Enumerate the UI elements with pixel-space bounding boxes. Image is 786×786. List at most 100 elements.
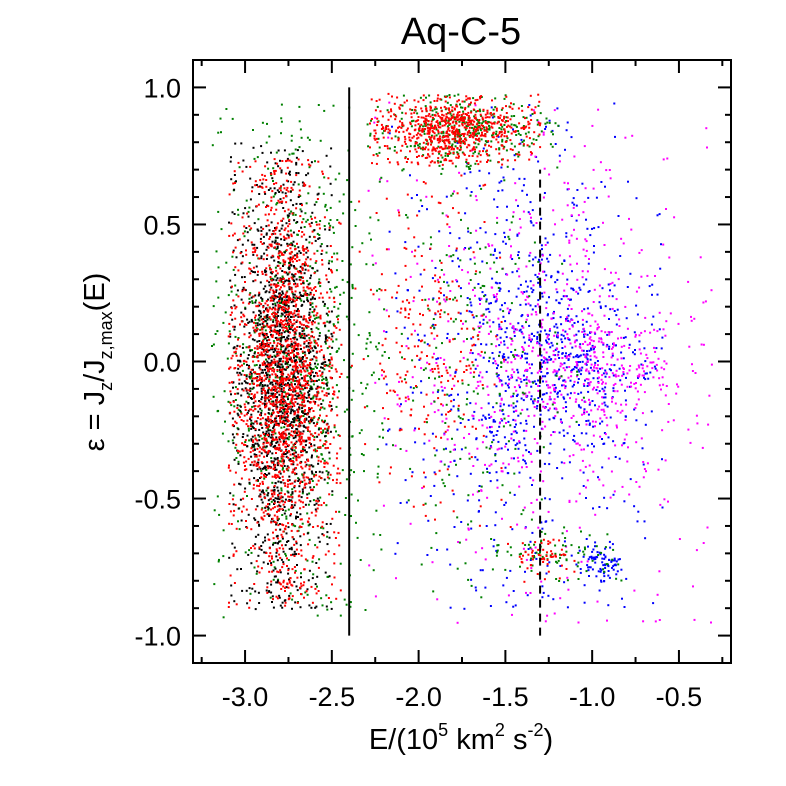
scatter-point — [507, 375, 510, 378]
scatter-point — [691, 363, 693, 366]
scatter-point — [433, 384, 436, 387]
scatter-point — [386, 180, 389, 183]
scatter-point — [315, 471, 317, 474]
scatter-point — [460, 140, 463, 143]
scatter-point — [257, 554, 260, 557]
scatter-point — [583, 333, 585, 336]
scatter-point — [426, 421, 428, 424]
scatter-point — [456, 621, 459, 624]
scatter-point — [590, 409, 593, 412]
scatter-point — [517, 376, 520, 379]
scatter-point — [424, 298, 427, 301]
scatter-point — [574, 400, 577, 403]
scatter-point — [294, 360, 296, 363]
scatter-point — [494, 454, 497, 457]
scatter-point — [331, 346, 334, 349]
scatter-point — [298, 326, 301, 328]
scatter-point — [495, 133, 498, 135]
scatter-point — [553, 109, 556, 112]
scatter-point — [512, 402, 515, 405]
scatter-point — [275, 289, 278, 292]
scatter-point — [473, 262, 476, 265]
scatter-point — [280, 280, 283, 283]
scatter-point — [706, 146, 708, 149]
scatter-point — [299, 265, 302, 268]
scatter-point — [553, 401, 556, 404]
scatter-point — [570, 287, 573, 290]
scatter-point — [267, 562, 269, 565]
scatter-point — [466, 271, 469, 274]
scatter-point — [325, 376, 328, 379]
scatter-point — [291, 553, 294, 556]
scatter-point — [599, 161, 602, 164]
scatter-point — [505, 336, 508, 339]
scatter-point — [283, 368, 286, 371]
scatter-point — [278, 410, 281, 413]
scatter-point — [292, 231, 295, 234]
scatter-point — [604, 369, 607, 372]
scatter-point — [316, 385, 319, 388]
scatter-point — [315, 605, 318, 608]
scatter-point — [274, 227, 276, 229]
scatter-point — [280, 132, 282, 135]
scatter-point — [572, 414, 575, 417]
scatter-point — [291, 152, 294, 155]
scatter-point — [498, 392, 501, 395]
scatter-point — [378, 151, 381, 154]
scatter-point — [635, 304, 638, 307]
scatter-point — [616, 390, 619, 393]
scatter-point — [464, 212, 467, 215]
scatter-point — [271, 601, 273, 603]
scatter-point — [472, 415, 475, 417]
scatter-point — [558, 160, 561, 163]
scatter-point — [256, 273, 259, 276]
scatter-point — [233, 436, 236, 439]
scatter-point — [552, 209, 555, 212]
scatter-point — [608, 295, 611, 298]
scatter-point — [435, 532, 438, 535]
scatter-point — [289, 190, 292, 193]
scatter-point — [689, 441, 692, 444]
scatter-point — [593, 227, 596, 230]
scatter-point — [634, 349, 636, 351]
scatter-point — [482, 109, 485, 112]
scatter-point — [248, 587, 251, 590]
scatter-point — [382, 504, 385, 507]
scatter-point — [248, 482, 251, 485]
scatter-point — [528, 334, 531, 337]
scatter-point — [318, 186, 321, 189]
scatter-point — [527, 379, 530, 382]
scatter-point — [501, 189, 504, 192]
scatter-point — [498, 148, 501, 151]
scatter-point — [294, 213, 297, 216]
scatter-point — [465, 121, 468, 124]
scatter-point — [503, 343, 506, 346]
scatter-point — [567, 376, 570, 379]
scatter-point — [593, 558, 596, 561]
scatter-point — [299, 535, 302, 538]
scatter-point — [349, 453, 352, 456]
scatter-point — [584, 333, 587, 336]
scatter-point — [518, 553, 521, 556]
scatter-point — [337, 321, 340, 324]
scatter-point — [480, 343, 483, 346]
scatter-point — [274, 360, 277, 363]
scatter-point — [281, 366, 284, 369]
scatter-point — [487, 307, 490, 310]
scatter-point — [554, 281, 557, 284]
scatter-point — [278, 323, 281, 326]
scatter-point — [547, 334, 550, 337]
scatter-point — [253, 243, 256, 246]
scatter-point — [246, 412, 249, 414]
scatter-point — [491, 116, 494, 119]
scatter-point — [592, 348, 595, 351]
scatter-point — [273, 241, 276, 244]
scatter-point — [258, 439, 261, 442]
scatter-point — [581, 330, 584, 333]
scatter-point — [217, 296, 220, 299]
scatter-point — [281, 390, 284, 393]
scatter-point — [426, 361, 429, 364]
scatter-point — [342, 212, 345, 215]
scatter-point — [699, 256, 702, 259]
scatter-point — [486, 467, 488, 470]
